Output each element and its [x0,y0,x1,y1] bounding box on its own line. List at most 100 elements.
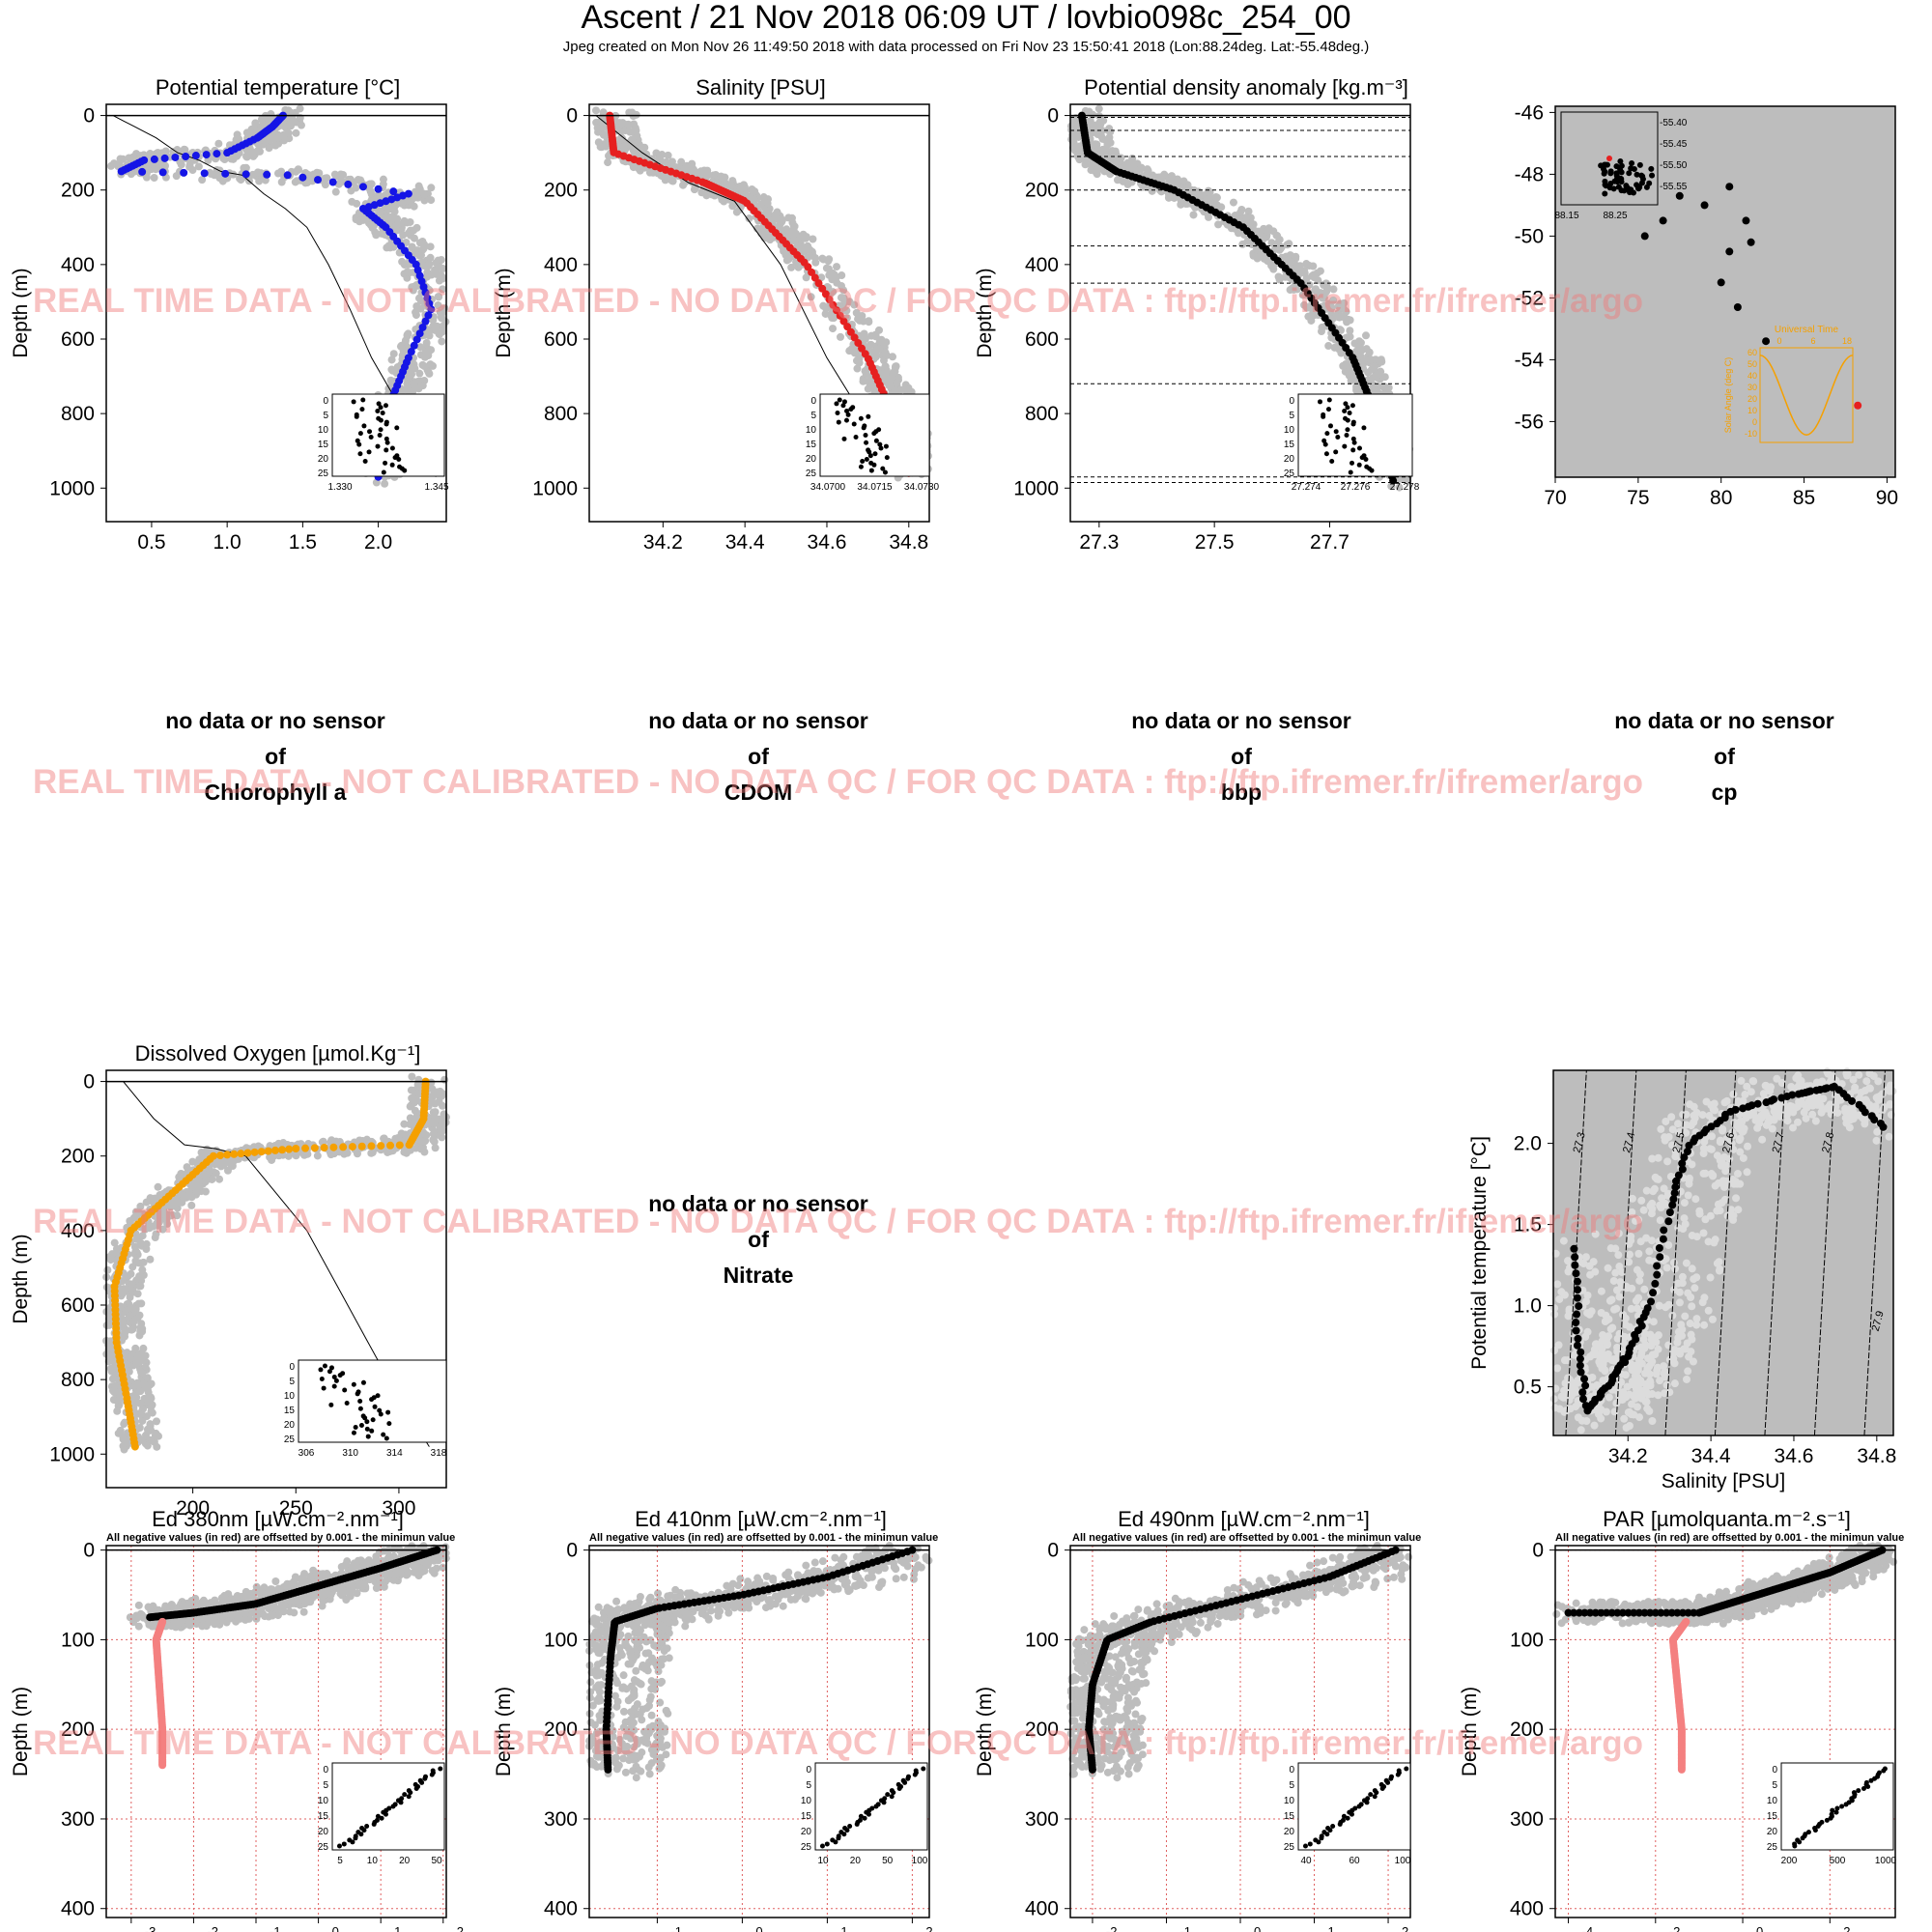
climatology-point [133,1378,142,1387]
inset-point [372,1404,378,1409]
climatology-point [348,197,356,206]
climatology-point [1252,245,1261,254]
y-axis-label: Depth (m) [10,268,32,357]
climatology-point [1384,384,1393,392]
profile-point [310,1144,319,1152]
climatology-point [1096,120,1105,128]
climatology-point [1692,1321,1701,1329]
climatology-point [431,324,440,332]
climatology-point [418,245,427,254]
climatology-point [1865,1069,1874,1078]
climatology-point [429,1129,438,1138]
climatology-point [420,362,429,371]
climatology-point [1364,368,1373,377]
climatology-point [1553,1280,1562,1289]
inset-point [318,1367,324,1373]
y-tick-label: 200 [61,1146,95,1168]
climatology-point [880,369,889,378]
density-title: Potential density anomaly [kg.m⁻³] [1084,75,1408,99]
sun-inset-x-label: 6 [1810,336,1815,346]
climatology-point [142,1239,151,1248]
inset-y-tick-label: 20 [1284,454,1295,465]
climatology-point [1376,370,1384,379]
inset-point [1342,443,1348,449]
y-tick-label: -46 [1515,101,1544,124]
profile-point [328,178,337,186]
climatology-point [1670,1359,1679,1368]
climatology-point [138,1416,147,1425]
inset-point [1322,441,1328,447]
inset-point [1343,401,1349,407]
climatology-point [850,300,859,309]
climatology-point [1330,343,1339,352]
zoom-inset-point [1646,180,1653,186]
inset-point [362,458,368,464]
climatology-point [1640,1285,1649,1293]
oxygen-title: Dissolved Oxygen [µmol.Kg⁻¹] [134,1041,421,1065]
climatology-point [1635,1276,1644,1285]
climatology-point [150,174,158,183]
profile-point [357,1142,366,1151]
inset-y-tick-label: 20 [806,454,817,465]
climatology-point [853,364,862,373]
climatology-point [1302,260,1311,269]
climatology-point [409,286,417,295]
inset-y-tick-label: 15 [1284,440,1295,450]
inset-point [366,449,372,455]
climatology-point [839,286,848,295]
climatology-point [683,161,692,170]
climatology-point [385,1147,394,1155]
climatology-point [160,1210,169,1219]
zoom-inset-point [1618,162,1625,169]
profile-point [130,1442,139,1451]
inset-point [867,449,872,455]
climatology-point [649,168,658,177]
climatology-point [1733,1170,1742,1179]
climatology-point [366,187,375,196]
y-axis-label: Depth (m) [10,1234,32,1323]
climatology-point [106,1337,115,1346]
inset-point [877,441,883,447]
profile-point [171,153,180,161]
inset-point [1350,460,1355,466]
climatology-point [1119,177,1127,185]
inset-point [1348,469,1353,475]
climatology-point [331,1137,340,1146]
inset-point [836,419,841,425]
inset-point [1325,407,1331,412]
inset-point [370,1417,376,1423]
climatology-point [137,1259,146,1267]
climatology-point [136,1274,145,1283]
climatology-point [139,1344,148,1352]
inset-point [1361,425,1367,431]
y-tick-label: -52 [1515,287,1544,309]
climatology-point [1553,1364,1562,1373]
climatology-point [1747,1088,1755,1096]
climatology-point [215,1175,224,1183]
climatology-point [1800,1108,1808,1117]
climatology-point [111,1381,120,1390]
climatology-point [128,1280,136,1289]
climatology-point [1205,195,1213,204]
climatology-point [439,1126,447,1135]
inset-point [1321,438,1327,443]
y-tick-label: 200 [544,180,578,202]
climatology-point [1611,1268,1620,1277]
climatology-point [1684,1367,1692,1376]
climatology-point [1189,211,1198,219]
y-tick-label: 400 [544,254,578,276]
climatology-point [1244,219,1253,228]
profile-point [257,1148,266,1156]
x-tick-label: 27.7 [1310,531,1350,554]
trajectory-map-chart: 70 75 80 85 90-46-48-50-52-54-56-55.40-55.45… [1515,101,1898,509]
climatology-point [408,242,416,251]
zoom-inset-current [1606,156,1612,161]
profile-point [836,311,844,320]
inset-y-tick-label: 0 [289,1362,295,1373]
climatology-point [194,162,203,171]
climatology-point [429,1136,438,1145]
profile-point [858,344,867,353]
inset-x-tick-label: 27.278 [1390,482,1420,493]
inset-y-tick-label: 5 [810,411,816,421]
climatology-point [690,185,698,194]
